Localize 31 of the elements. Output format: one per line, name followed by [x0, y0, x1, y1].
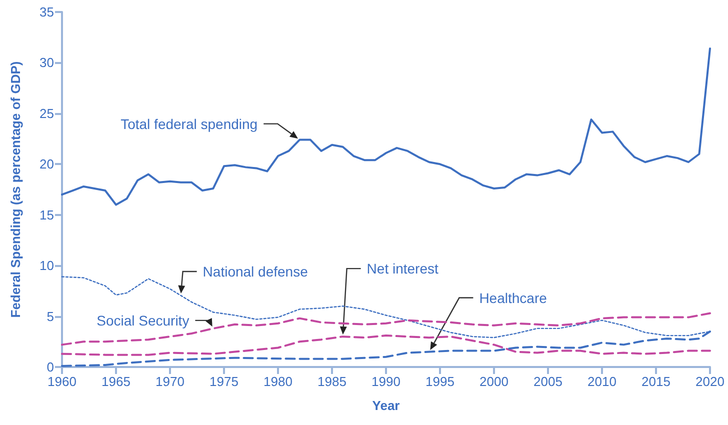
y-tick-label: 5: [46, 308, 54, 324]
line-series: [61, 334, 711, 356]
x-tick-label: 2000: [480, 374, 508, 389]
y-axis-title: Federal Spending (as percentage of GDP): [8, 61, 23, 318]
x-tick-label: 1985: [318, 374, 346, 389]
y-tick-label: 25: [40, 106, 54, 121]
x-tick-label: 1970: [156, 374, 184, 389]
x-tick-label: 2010: [588, 374, 616, 389]
x-tick-label: 1990: [372, 374, 400, 389]
y-tick-label: 15: [40, 207, 54, 222]
y-tick-label: 35: [40, 4, 54, 20]
x-tick-label: 1980: [264, 374, 292, 389]
series-label: National defense: [202, 263, 308, 280]
y-tick-label: 0: [46, 360, 54, 374]
y-tick-label: 20: [40, 156, 54, 172]
x-axis-title: Year: [372, 398, 400, 413]
x-tick-label: 2015: [642, 374, 670, 389]
text: Total federal spending: [120, 116, 258, 132]
x-tick-label: 1965: [102, 374, 130, 389]
text: Net interest: [366, 260, 438, 277]
text: Healthcare: [479, 290, 548, 306]
line-series: [61, 312, 711, 346]
x-tick-label: 2005: [534, 374, 562, 389]
line-series: [61, 48, 711, 206]
x-tick-label: 1995: [426, 374, 454, 389]
y-tick-label: 10: [40, 258, 54, 274]
y-tick-label: 30: [40, 55, 54, 70]
series-label: Social Security: [96, 312, 190, 328]
x-tick-label: 2020: [696, 374, 724, 389]
x-tick-label: 1975: [210, 374, 238, 389]
x-tick-label: 1960: [48, 374, 76, 389]
